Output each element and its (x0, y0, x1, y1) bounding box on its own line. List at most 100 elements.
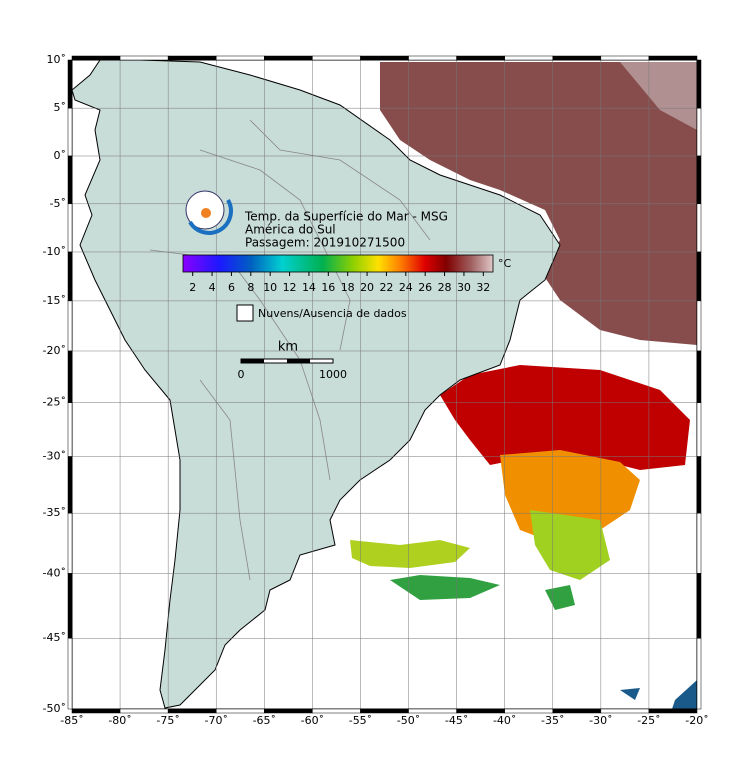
frame-segment (696, 402, 702, 457)
frame-segment (456, 55, 505, 61)
colorbar-tick-label: 12 (283, 281, 297, 294)
lon-tick-label: -40˚ (493, 714, 516, 727)
sst-region (545, 585, 575, 610)
frame-segment (167, 708, 217, 714)
sst-region (530, 510, 610, 580)
colorbar-tick-label: 18 (341, 281, 355, 294)
lon-tick-label: -30˚ (589, 714, 612, 727)
colorbar-tick-label: 8 (247, 281, 254, 294)
frame-segment (71, 55, 121, 61)
frame-segment (119, 55, 169, 61)
frame-segment (312, 708, 361, 714)
lon-tick-label: -25˚ (637, 714, 660, 727)
frame-segment (504, 55, 554, 61)
scale-label: 0 (238, 368, 245, 381)
title-line: Passagem: 201910271500 (245, 236, 405, 250)
sst-region (350, 540, 470, 568)
lat-tick-label: -25˚ (43, 396, 66, 409)
frame-segment (696, 203, 702, 253)
frame-segment (696, 637, 702, 710)
frame-segment (215, 708, 265, 714)
lat-tick-label: -30˚ (43, 450, 66, 463)
frame-segment (312, 55, 361, 61)
frame-segment (600, 55, 650, 61)
frame-segment (696, 59, 702, 109)
colorbar-tick-label: 22 (379, 281, 393, 294)
lon-tick-label: -45˚ (445, 714, 468, 727)
lat-tick-label: -20˚ (43, 344, 66, 357)
frame-segment (264, 708, 313, 714)
colorbar-tick-label: 4 (209, 281, 216, 294)
frame-segment (552, 708, 602, 714)
frame-segment (360, 708, 409, 714)
frame-segment (119, 708, 169, 714)
frame-segment (67, 350, 73, 403)
frame-segment (696, 251, 702, 302)
frame-segment (167, 55, 217, 61)
frame-segment (648, 55, 698, 61)
frame-segment (67, 512, 73, 574)
frame-segment (67, 300, 73, 352)
frame-segment (67, 203, 73, 253)
frame-segment (408, 708, 457, 714)
frame-segment (67, 573, 73, 639)
sst-warm-region (380, 62, 697, 345)
legend-label: Nuvens/Ausencia de dados (258, 307, 407, 320)
frame-segment (67, 402, 73, 457)
legend-swatch (236, 304, 254, 322)
lat-tick-label: -40˚ (43, 566, 66, 579)
lat-tick-label: -35˚ (43, 506, 66, 519)
frame-segment (696, 350, 702, 403)
lat-tick-label: -5˚ (50, 197, 66, 210)
scale-unit: km (278, 340, 298, 355)
lon-tick-label: -70˚ (204, 714, 227, 727)
lat-tick-label: 10˚ (47, 53, 67, 66)
sst-region (620, 680, 697, 709)
colorbar-tick-label: 16 (321, 281, 335, 294)
lon-tick-label: -60˚ (301, 714, 324, 727)
colorbar (182, 254, 494, 273)
colorbar-tick-label: 6 (228, 281, 235, 294)
borders (149, 119, 431, 581)
colorbar-tick-label: 20 (360, 281, 374, 294)
frame-segment (696, 155, 702, 205)
frame-segment (552, 55, 602, 61)
colorbar-tick-label: 30 (457, 281, 471, 294)
lon-tick-label: -55˚ (349, 714, 372, 727)
title-line: América do Sul (245, 223, 336, 237)
lon-tick-label: -80˚ (108, 714, 131, 727)
frame-segment (696, 300, 702, 352)
frame-segment (504, 708, 554, 714)
sst-region (390, 575, 500, 600)
frame-segment (67, 251, 73, 302)
colorbar-tick-label: 24 (399, 281, 413, 294)
lon-tick-label: -50˚ (397, 714, 420, 727)
lon-tick-label: -35˚ (541, 714, 564, 727)
lon-tick-label: -20˚ (685, 714, 708, 727)
frame-segment (696, 456, 702, 514)
scale-label: 1000 (319, 368, 347, 381)
lat-tick-label: 0˚ (54, 149, 67, 162)
lat-tick-label: 5˚ (54, 101, 67, 114)
sst-region (440, 365, 690, 470)
colorbar-tick-label: 28 (438, 281, 452, 294)
frame-segment (696, 573, 702, 639)
colorbar-tick-label: 32 (476, 281, 490, 294)
title-line: Temp. da Superfície do Mar - MSG (244, 210, 448, 224)
logo (185, 190, 233, 235)
lon-tick-label: -75˚ (156, 714, 179, 727)
lat-tick-label: -15˚ (43, 294, 66, 307)
colorbar-unit: °C (498, 257, 512, 270)
lat-tick-label: -45˚ (43, 631, 66, 644)
frame-segment (696, 512, 702, 574)
scale-bar (240, 358, 334, 364)
frame-segment (71, 708, 121, 714)
frame-segment (696, 107, 702, 157)
lon-tick-label: -65˚ (253, 714, 276, 727)
frame-segment (215, 55, 265, 61)
frame-segment (264, 55, 313, 61)
sst-region (620, 62, 697, 130)
frame-segment (67, 107, 73, 157)
frame-segment (600, 708, 650, 714)
